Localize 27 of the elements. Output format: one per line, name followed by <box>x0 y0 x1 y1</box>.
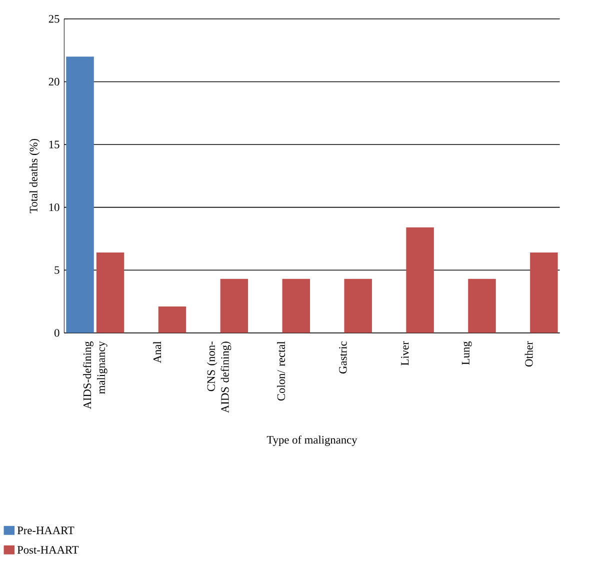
x-tick-label: AIDS-defining malignancy <box>82 341 108 410</box>
bar <box>468 279 496 334</box>
x-tick-label: Lung <box>462 342 472 365</box>
bar <box>66 56 94 334</box>
x-tick-label: CNS (non-AIDS defining) <box>206 342 232 414</box>
bar <box>96 252 124 334</box>
y-axis-title: Total deaths (%) <box>29 139 40 214</box>
bar <box>530 252 558 334</box>
x-tick-label: Gastric <box>339 342 347 374</box>
legend-label: Pre-HAART <box>17 526 74 534</box>
bar <box>406 228 434 334</box>
x-tick-label: Liver <box>401 341 409 366</box>
y-tick-label: 20 <box>48 78 60 86</box>
y-tick-label: 10 <box>49 204 60 212</box>
y-tick-label: 25 <box>48 15 60 23</box>
y-tick-label: 5 <box>54 266 60 274</box>
bar <box>344 279 372 334</box>
x-tick-label: Colon/ rectal <box>277 342 285 401</box>
bar <box>158 306 186 334</box>
x-axis-title: Type of malignancy <box>266 436 358 446</box>
bar <box>220 279 248 334</box>
y-tick-label: 15 <box>49 140 60 149</box>
legend-label: Post-HAART <box>17 546 79 554</box>
x-tick-label: Anal <box>153 342 162 364</box>
bar <box>282 279 310 334</box>
x-tick-label: Other <box>524 341 533 367</box>
y-tick-label: 0 <box>54 329 60 337</box>
